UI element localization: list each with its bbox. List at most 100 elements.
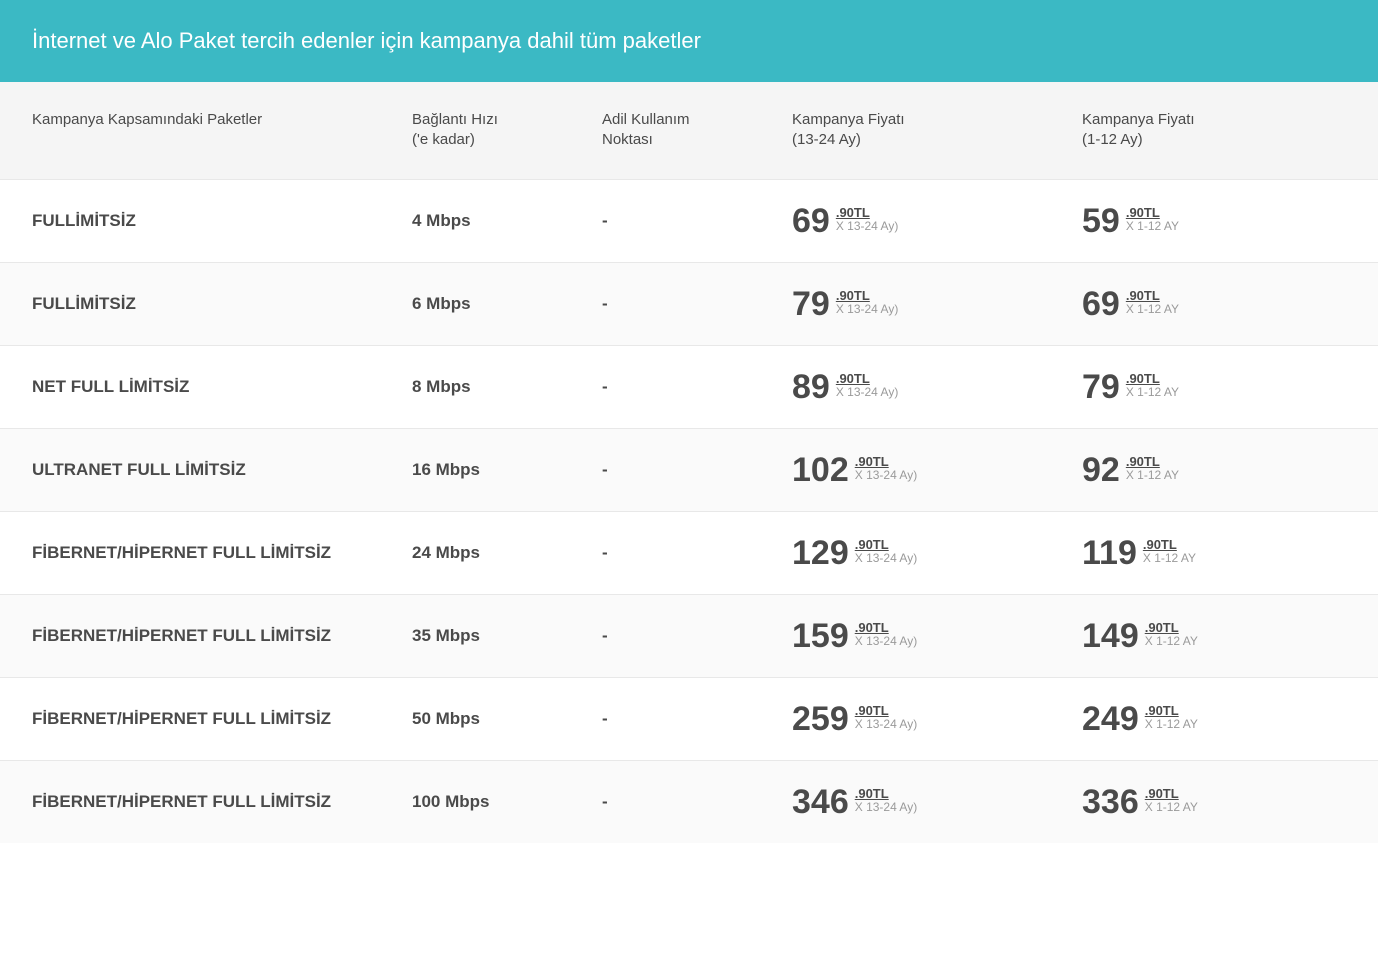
price-main: 149 [1082, 619, 1139, 653]
package-name: ULTRANET FULL LİMİTSİZ [32, 459, 392, 480]
price-13-24: 259 .90TL X 13-24 Ay) [792, 702, 1082, 736]
table-row: FİBERNET/HİPERNET FULL LİMİTSİZ 50 Mbps … [0, 677, 1378, 760]
price-main: 346 [792, 785, 849, 819]
price-main: 249 [1082, 702, 1139, 736]
price-1-12: 336 .90TL X 1-12 AY [1082, 785, 1372, 819]
price-13-24: 129 .90TL X 13-24 Ay) [792, 536, 1082, 570]
price-suffix: .90TL [1145, 621, 1198, 635]
package-name: FİBERNET/HİPERNET FULL LİMİTSİZ [32, 542, 392, 563]
price-13-24: 79 .90TL X 13-24 Ay) [792, 287, 1082, 321]
header-usage: Adil Kullanım Noktası [602, 110, 792, 151]
price-1-12: 59 .90TL X 1-12 AY [1082, 204, 1372, 238]
header-speed: Bağlantı Hızı ('e kadar) [412, 110, 602, 151]
price-main: 89 [792, 370, 830, 404]
price-1-12: 119 .90TL X 1-12 AY [1082, 536, 1372, 570]
connection-speed: 100 Mbps [412, 792, 489, 811]
price-1-12: 249 .90TL X 1-12 AY [1082, 702, 1372, 736]
price-main: 92 [1082, 453, 1120, 487]
price-suffix: .90TL [1145, 704, 1198, 718]
table-row: FİBERNET/HİPERNET FULL LİMİTSİZ 35 Mbps … [0, 594, 1378, 677]
header-price-a-line1: Kampanya Fiyatı [792, 111, 905, 128]
price-period: X 13-24 Ay) [836, 386, 898, 399]
connection-speed: 24 Mbps [412, 543, 480, 562]
price-suffix: .90TL [855, 787, 917, 801]
fair-usage: - [602, 792, 608, 811]
price-main: 69 [792, 204, 830, 238]
price-period: X 13-24 Ay) [836, 303, 898, 316]
price-period: X 1-12 AY [1126, 303, 1179, 316]
package-name: FİBERNET/HİPERNET FULL LİMİTSİZ [32, 708, 392, 729]
price-13-24: 102 .90TL X 13-24 Ay) [792, 453, 1082, 487]
price-main: 79 [1082, 370, 1120, 404]
header-usage-line2: Noktası [602, 131, 653, 148]
price-period: X 13-24 Ay) [836, 220, 898, 233]
price-1-12: 79 .90TL X 1-12 AY [1082, 370, 1372, 404]
price-period: X 13-24 Ay) [855, 718, 917, 731]
fair-usage: - [602, 626, 608, 645]
price-suffix: .90TL [855, 704, 917, 718]
connection-speed: 35 Mbps [412, 626, 480, 645]
header-price-a-line2: (13-24 Ay) [792, 131, 861, 148]
package-name: FİBERNET/HİPERNET FULL LİMİTSİZ [32, 625, 392, 646]
price-suffix: .90TL [836, 206, 898, 220]
fair-usage: - [602, 211, 608, 230]
header-speed-line1: Bağlantı Hızı [412, 111, 498, 128]
price-suffix: .90TL [855, 538, 917, 552]
price-main: 79 [792, 287, 830, 321]
price-period: X 13-24 Ay) [855, 552, 917, 565]
price-suffix: .90TL [855, 455, 917, 469]
price-1-12: 149 .90TL X 1-12 AY [1082, 619, 1372, 653]
price-period: X 1-12 AY [1145, 718, 1198, 731]
connection-speed: 6 Mbps [412, 294, 471, 313]
connection-speed: 16 Mbps [412, 460, 480, 479]
price-main: 159 [792, 619, 849, 653]
header-usage-line1: Adil Kullanım [602, 111, 690, 128]
price-main: 129 [792, 536, 849, 570]
table-header-row: Kampanya Kapsamındaki Paketler Bağlantı … [0, 82, 1378, 179]
package-name: NET FULL LİMİTSİZ [32, 376, 392, 397]
header-price-b-line2: (1-12 Ay) [1082, 131, 1143, 148]
table-row: NET FULL LİMİTSİZ 8 Mbps - 89 .90TL X 13… [0, 345, 1378, 428]
price-period: X 13-24 Ay) [855, 469, 917, 482]
price-13-24: 346 .90TL X 13-24 Ay) [792, 785, 1082, 819]
header-package-label: Kampanya Kapsamındaki Paketler [32, 111, 262, 128]
header-price-a: Kampanya Fiyatı (13-24 Ay) [792, 110, 1082, 151]
price-suffix: .90TL [855, 621, 917, 635]
banner-title: İnternet ve Alo Paket tercih edenler içi… [0, 0, 1378, 82]
price-suffix: .90TL [836, 289, 898, 303]
price-suffix: .90TL [1126, 206, 1179, 220]
fair-usage: - [602, 709, 608, 728]
header-price-b-line1: Kampanya Fiyatı [1082, 111, 1195, 128]
connection-speed: 8 Mbps [412, 377, 471, 396]
header-package: Kampanya Kapsamındaki Paketler [32, 110, 412, 151]
price-suffix: .90TL [836, 372, 898, 386]
price-13-24: 159 .90TL X 13-24 Ay) [792, 619, 1082, 653]
price-main: 69 [1082, 287, 1120, 321]
fair-usage: - [602, 377, 608, 396]
header-price-b: Kampanya Fiyatı (1-12 Ay) [1082, 110, 1372, 151]
price-suffix: .90TL [1143, 538, 1196, 552]
price-suffix: .90TL [1145, 787, 1198, 801]
price-main: 59 [1082, 204, 1120, 238]
price-suffix: .90TL [1126, 372, 1179, 386]
price-main: 336 [1082, 785, 1139, 819]
header-speed-line2: ('e kadar) [412, 131, 475, 148]
price-period: X 1-12 AY [1143, 552, 1196, 565]
price-1-12: 92 .90TL X 1-12 AY [1082, 453, 1372, 487]
price-period: X 13-24 Ay) [855, 801, 917, 814]
connection-speed: 50 Mbps [412, 709, 480, 728]
price-period: X 1-12 AY [1126, 469, 1179, 482]
price-main: 259 [792, 702, 849, 736]
table-row: FİBERNET/HİPERNET FULL LİMİTSİZ 100 Mbps… [0, 760, 1378, 843]
price-suffix: .90TL [1126, 455, 1179, 469]
connection-speed: 4 Mbps [412, 211, 471, 230]
package-name: FULLİMİTSİZ [32, 293, 392, 314]
table-row: FİBERNET/HİPERNET FULL LİMİTSİZ 24 Mbps … [0, 511, 1378, 594]
fair-usage: - [602, 294, 608, 313]
price-period: X 13-24 Ay) [855, 635, 917, 648]
table-row: FULLİMİTSİZ 4 Mbps - 69 .90TL X 13-24 Ay… [0, 179, 1378, 262]
table-row: ULTRANET FULL LİMİTSİZ 16 Mbps - 102 .90… [0, 428, 1378, 511]
price-main: 119 [1082, 536, 1137, 570]
price-period: X 1-12 AY [1126, 386, 1179, 399]
price-period: X 1-12 AY [1145, 635, 1198, 648]
